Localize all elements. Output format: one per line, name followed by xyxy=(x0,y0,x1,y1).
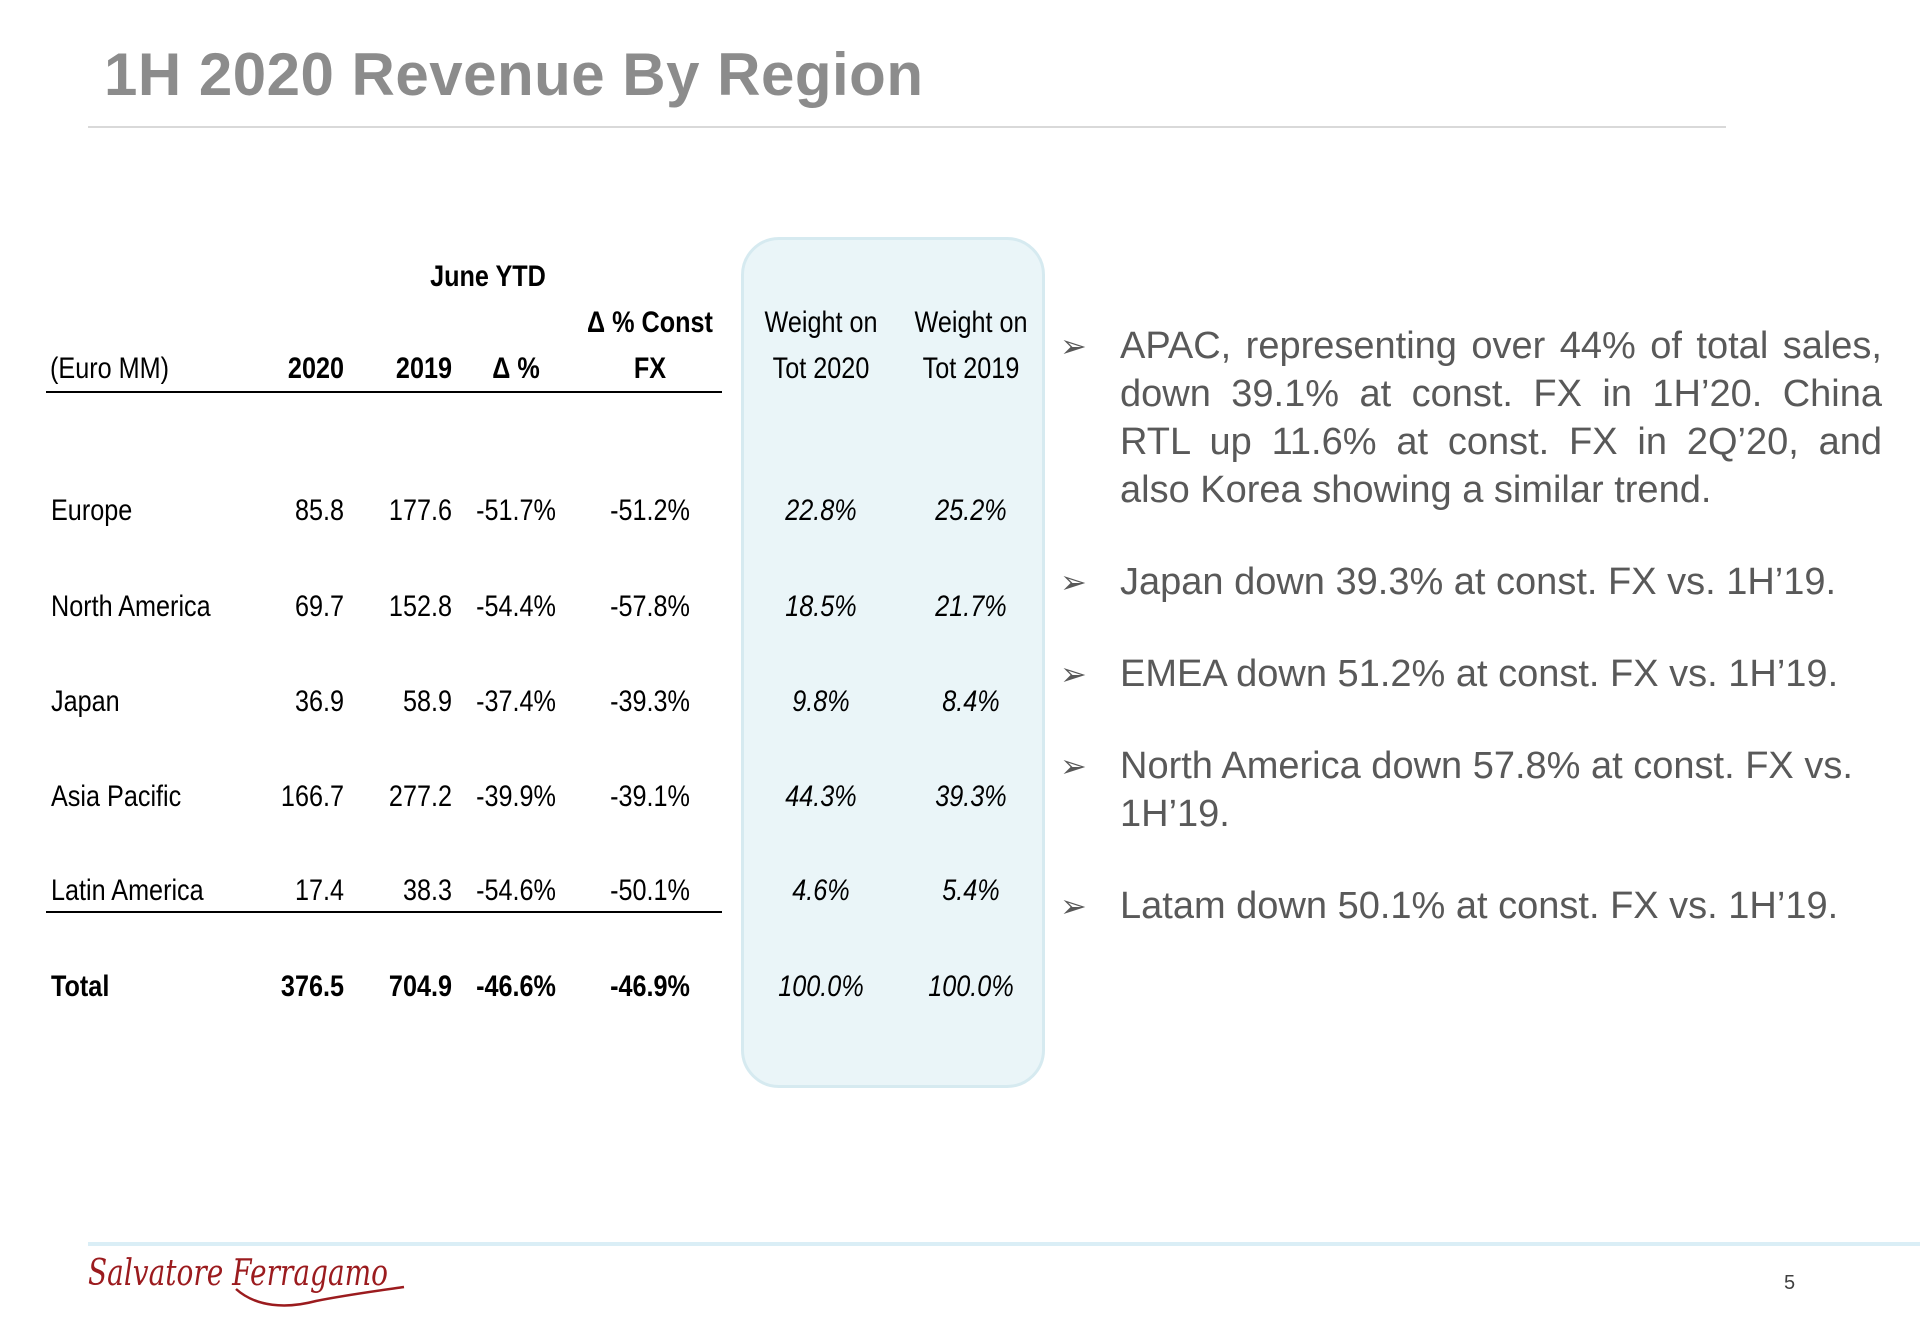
table-cell-delta: -37.4% xyxy=(476,685,556,718)
bullet-text: Japan down 39.3% at const. FX vs. 1H’19. xyxy=(1120,561,1837,603)
header-2019: 2019 xyxy=(395,352,452,385)
bullet-text: EMEA down 51.2% at const. FX vs. 1H’19. xyxy=(1120,653,1839,695)
header-const-fx-top: Δ % Const xyxy=(587,306,713,339)
table-cell-delta: -54.4% xyxy=(476,590,556,623)
header-2020: 2020 xyxy=(287,352,344,385)
table-cell-weight-2019: 5.4% xyxy=(942,874,1000,907)
table-cell-weight-2019: 21.7% xyxy=(935,590,1007,623)
table-row-region: Latin America xyxy=(51,874,204,907)
table-cell-weight-2019: 25.2% xyxy=(935,494,1007,527)
table-cell-2020: 166.7 xyxy=(280,780,344,813)
header-weight-2019-bottom: Tot 2019 xyxy=(922,352,1020,385)
table-cell-2019: 277.2 xyxy=(388,780,452,813)
bullet-text: APAC, representing over 44% of total sal… xyxy=(1120,325,1882,511)
table-cell-2019: 177.6 xyxy=(388,494,452,527)
table-cell-weight-2020: 22.8% xyxy=(785,494,857,527)
bullet-text: North America down 57.8% at const. FX vs… xyxy=(1120,745,1853,835)
table-cell-2020: 17.4 xyxy=(294,874,344,907)
total-2020: 376.5 xyxy=(280,970,344,1003)
table-cell-2020: 36.9 xyxy=(294,685,344,718)
table-cell-weight-2020: 18.5% xyxy=(785,590,857,623)
page-title: 1H 2020 Revenue By Region xyxy=(104,41,924,108)
header-unit: (Euro MM) xyxy=(50,352,170,385)
table-cell-2019: 58.9 xyxy=(402,685,452,718)
page-number: 5 xyxy=(1784,1272,1796,1294)
bullet-item: ➢ Japan down 39.3% at const. FX vs. 1H’1… xyxy=(1060,558,1882,606)
total-weight-2019: 100.0% xyxy=(928,970,1014,1003)
arrow-bullet-icon: ➢ xyxy=(1060,656,1087,692)
footer-divider xyxy=(88,1242,1920,1246)
table-row-region: Europe xyxy=(51,494,133,527)
total-row-label: Total xyxy=(51,970,110,1003)
table-cell-2020: 85.8 xyxy=(294,494,344,527)
header-weight-2020-top: Weight on xyxy=(764,306,878,339)
table-cell-const-fx: -57.8% xyxy=(610,590,690,623)
table-cell-const-fx: -50.1% xyxy=(610,874,690,907)
table-cell-const-fx: -51.2% xyxy=(610,494,690,527)
table-cell-const-fx: -39.3% xyxy=(610,685,690,718)
total-2019: 704.9 xyxy=(388,970,452,1003)
bullet-text: Latam down 50.1% at const. FX vs. 1H’19. xyxy=(1120,885,1839,927)
table-cell-const-fx: -39.1% xyxy=(610,780,690,813)
logo-wordmark: Salvatore Ferragamo xyxy=(88,1253,388,1294)
logo-swash xyxy=(235,1285,405,1307)
commentary-bullets: ➢ APAC, representing over 44% of total s… xyxy=(1060,322,1882,930)
table-cell-2019: 38.3 xyxy=(402,874,452,907)
brand-logo: Salvatore Ferragamo xyxy=(88,1253,405,1307)
table-row-region: North America xyxy=(51,590,211,623)
bullet-item: ➢ Latam down 50.1% at const. FX vs. 1H’1… xyxy=(1060,882,1882,930)
group-header: June YTD xyxy=(430,260,546,293)
arrow-bullet-icon: ➢ xyxy=(1060,748,1087,784)
weight-columns-highlight xyxy=(741,237,1045,1088)
table-row-region: Japan xyxy=(51,685,120,718)
header-weight-2020-bottom: Tot 2020 xyxy=(772,352,870,385)
table-cell-delta: -39.9% xyxy=(476,780,556,813)
total-const-fx: -46.9% xyxy=(610,970,690,1003)
table-cell-delta: -51.7% xyxy=(476,494,556,527)
total-delta: -46.6% xyxy=(476,970,556,1003)
bullet-item: ➢ North America down 57.8% at const. FX … xyxy=(1060,742,1882,838)
total-rule xyxy=(46,911,722,913)
bullet-item: ➢ EMEA down 51.2% at const. FX vs. 1H’19… xyxy=(1060,650,1882,698)
total-weight-2020: 100.0% xyxy=(778,970,864,1003)
table-cell-weight-2019: 39.3% xyxy=(935,780,1007,813)
bullet-item: ➢ APAC, representing over 44% of total s… xyxy=(1060,322,1882,514)
title-divider xyxy=(88,126,1726,128)
table-cell-2020: 69.7 xyxy=(294,590,344,623)
arrow-bullet-icon: ➢ xyxy=(1060,328,1087,364)
header-delta: Δ % xyxy=(492,352,540,385)
table-cell-weight-2020: 4.6% xyxy=(792,874,850,907)
arrow-bullet-icon: ➢ xyxy=(1060,888,1087,924)
header-rule xyxy=(46,391,722,393)
header-weight-2019-top: Weight on xyxy=(914,306,1028,339)
table-cell-weight-2020: 44.3% xyxy=(785,780,857,813)
table-cell-weight-2019: 8.4% xyxy=(942,685,1000,718)
table-cell-2019: 152.8 xyxy=(388,590,452,623)
arrow-bullet-icon: ➢ xyxy=(1060,564,1087,600)
table-cell-delta: -54.6% xyxy=(476,874,556,907)
table-cell-weight-2020: 9.8% xyxy=(792,685,850,718)
header-const-fx-bottom: FX xyxy=(633,352,667,385)
table-row-region: Asia Pacific xyxy=(51,780,182,813)
